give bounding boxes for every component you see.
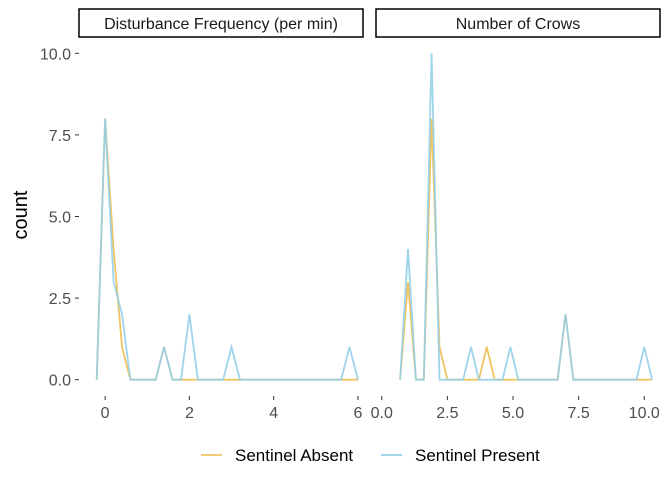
x-tick-label: 0 (101, 405, 110, 422)
panel-1-strip-box (78, 8, 364, 38)
y-axis-title: count (10, 190, 32, 239)
panel-1-plot: 0 2 4 6 (95, 118, 362, 422)
series-line-sentinel-present (95, 118, 359, 381)
y-tick-label: 7.5 (49, 128, 71, 145)
x-tick-label: 2 (185, 405, 194, 422)
panel-2-strip-box (375, 8, 661, 38)
y-tick-label: 2.5 (49, 291, 71, 308)
x-tick-label: 4 (269, 405, 278, 422)
panel-2-strip-label: Number of Crows (456, 16, 580, 33)
y-tick-label: 5.0 (49, 210, 71, 227)
panel-2-plot: 0.0 2.5 5.0 7.5 10.0 (371, 53, 660, 422)
y-tick-label: 0.0 (49, 373, 71, 390)
legend: Sentinel Absent Sentinel Present (201, 446, 540, 465)
series-line-sentinel-absent (95, 118, 358, 381)
series-line-sentinel-present (399, 53, 653, 381)
panel-2-strip: Number of Crows (375, 8, 661, 38)
legend-label-sentinel-absent: Sentinel Absent (235, 446, 353, 465)
x-tick-label: 10.0 (629, 405, 660, 422)
y-tick-label: 10.0 (40, 46, 71, 63)
y-axis: 0.0 2.5 5.0 7.5 10.0 (40, 46, 79, 390)
x-tick-label: 6 (353, 405, 362, 422)
x-tick-label: 0.0 (371, 405, 393, 422)
x-tick-label: 7.5 (568, 405, 590, 422)
x-tick-label: 5.0 (502, 405, 524, 422)
panel-1-strip: Disturbance Frequency (per min) (78, 8, 364, 38)
panel-1-strip-label: Disturbance Frequency (per min) (104, 16, 338, 33)
x-tick-label: 2.5 (436, 405, 458, 422)
legend-label-sentinel-present: Sentinel Present (415, 446, 540, 465)
